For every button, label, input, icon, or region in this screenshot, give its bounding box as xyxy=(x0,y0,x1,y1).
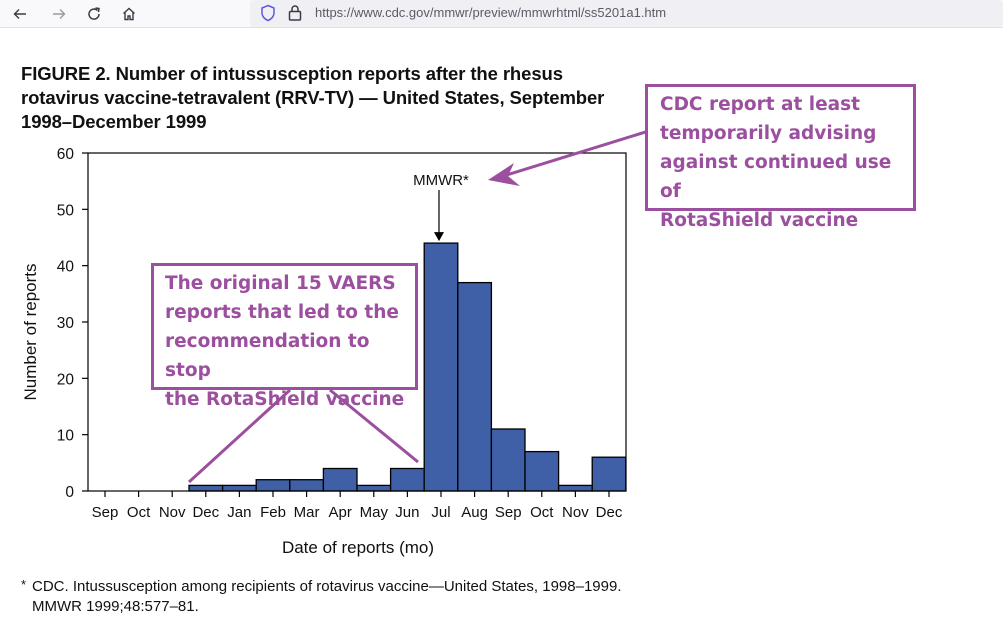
bar xyxy=(356,484,392,492)
bar xyxy=(389,467,425,492)
bar xyxy=(221,484,257,492)
footnote: * CDC. Intussusception among recipients … xyxy=(21,577,633,617)
mmwr-marker-arrowhead xyxy=(434,232,444,242)
annotation-line: reports that led to the xyxy=(165,302,399,323)
mmwr-marker-label: MMWR* xyxy=(413,172,469,189)
figure-title: FIGURE 2. Number of intussusception repo… xyxy=(21,63,605,132)
x-tick-label: Feb xyxy=(260,504,286,521)
bar xyxy=(557,484,593,492)
reload-icon[interactable] xyxy=(82,2,106,26)
bar xyxy=(490,428,526,492)
annotation-line: against continued use of xyxy=(660,152,892,202)
bar xyxy=(591,456,627,492)
x-tick-label: Aug xyxy=(461,504,488,521)
vaers-annotation-box: The original 15 VAERS reports that led t… xyxy=(151,263,418,410)
footnote-marker: * xyxy=(21,577,27,592)
y-tick-label: 10 xyxy=(57,428,75,445)
y-tick-label: 30 xyxy=(57,315,75,332)
x-tick-label: Nov xyxy=(562,504,589,521)
y-tick-label: 0 xyxy=(65,484,74,501)
bar xyxy=(255,479,291,492)
y-tick-label: 60 xyxy=(57,146,75,163)
home-icon[interactable] xyxy=(117,2,141,26)
shield-icon[interactable] xyxy=(260,4,276,27)
x-tick-label: Jul xyxy=(431,504,450,521)
y-tick-label: 50 xyxy=(57,202,75,219)
bar xyxy=(289,479,325,492)
bar xyxy=(322,467,358,492)
x-tick-label: Jun xyxy=(395,504,419,521)
bar xyxy=(423,242,459,492)
y-tick-label: 20 xyxy=(57,371,75,388)
x-tick-label: Oct xyxy=(530,504,554,521)
cdc-annotation-box: CDC report at least temporarily advising… xyxy=(645,84,916,231)
footnote-text: CDC. Intussusception among recipients of… xyxy=(32,578,622,615)
x-tick-label: Dec xyxy=(596,504,623,521)
y-tick-label: 40 xyxy=(57,259,75,276)
y-axis: 0 10 20 30 40 50 60 xyxy=(57,146,88,501)
x-tick-label: Nov xyxy=(159,504,186,521)
address-bar[interactable] xyxy=(250,0,1003,27)
x-tick-label: Apr xyxy=(329,504,352,521)
annotation-line: temporarily advising xyxy=(660,123,877,144)
x-tick-label: Dec xyxy=(192,504,219,521)
x-tick-label: Jan xyxy=(227,504,251,521)
x-tick-label: Sep xyxy=(495,504,522,521)
bar xyxy=(457,281,493,492)
browser-toolbar: https://www.cdc.gov/mmwr/preview/mmwrhtm… xyxy=(0,0,1003,28)
x-tick-label: May xyxy=(360,504,389,521)
annotation-line: CDC report at least xyxy=(660,94,860,115)
back-arrow-icon[interactable] xyxy=(8,2,32,26)
forward-arrow-icon[interactable] xyxy=(47,2,71,26)
annotation-line: RotaShield vaccine xyxy=(660,210,859,231)
x-tick-label: Mar xyxy=(294,504,320,521)
lock-icon[interactable] xyxy=(288,4,302,27)
mmwr-marker: MMWR* xyxy=(413,172,469,242)
bar xyxy=(188,484,224,492)
annotation-line: The original 15 VAERS xyxy=(165,273,396,294)
bar-group xyxy=(188,242,627,492)
x-axis-label: Date of reports (mo) xyxy=(281,538,435,557)
url-text[interactable]: https://www.cdc.gov/mmwr/preview/mmwrhtm… xyxy=(315,5,667,20)
bar xyxy=(524,450,560,492)
annotation-line: recommendation to stop xyxy=(165,331,370,381)
annotation-line: the RotaShield vaccine xyxy=(165,389,405,410)
x-tick-label: Oct xyxy=(127,504,151,521)
y-axis-label: Number of reports xyxy=(21,263,40,401)
x-axis: Sep Oct Nov Dec Jan Feb Mar Apr May Jun Jul Aug Sep O… xyxy=(92,491,623,521)
x-tick-label: Sep xyxy=(92,504,119,521)
